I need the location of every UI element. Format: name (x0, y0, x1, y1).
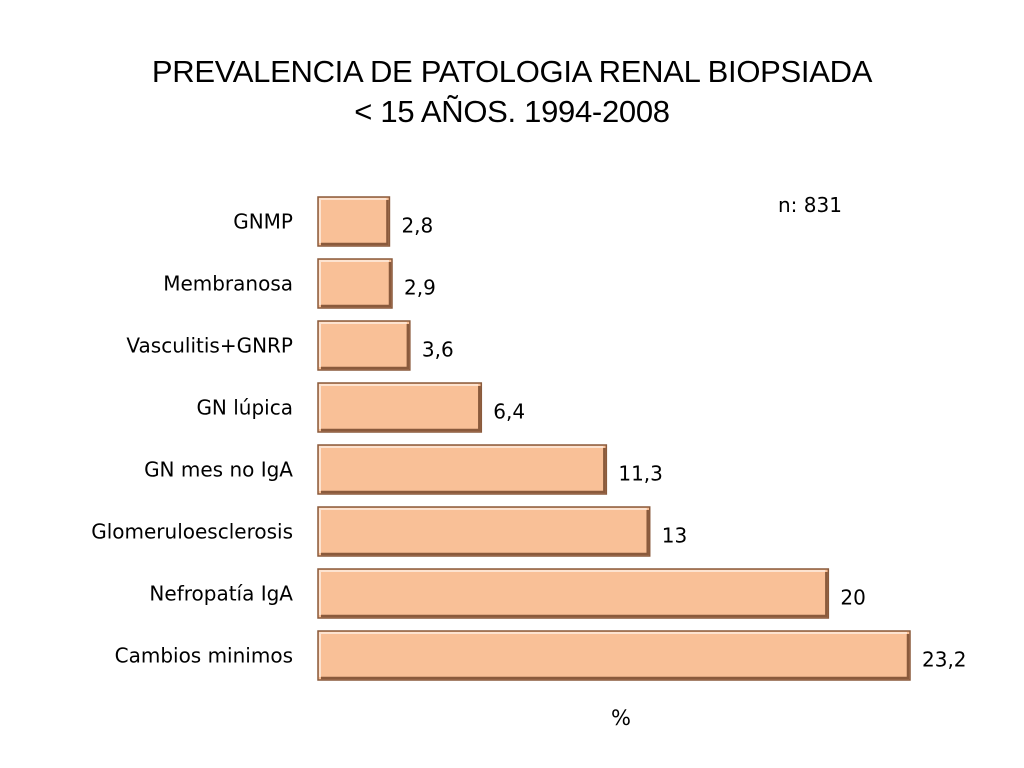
bar (317, 382, 483, 433)
bar (317, 258, 393, 309)
bar-shadow (321, 324, 410, 370)
bar-highlight (319, 508, 647, 553)
value-labels: 2,8 2,9 3,6 6,4 11,3 13 20 23,2 (401, 214, 966, 672)
category-label: Glomeruloesclerosis (91, 520, 293, 544)
chart-title-line-1: PREVALENCIA DE PATOLOGIA RENAL BIOPSIADA (151, 54, 873, 89)
bar-shadow (321, 262, 392, 308)
bar-rect (317, 382, 483, 433)
bar-rect (317, 444, 608, 495)
chart-title: PREVALENCIA DE PATOLOGIA RENAL BIOPSIADA… (0, 52, 1024, 132)
chart-title-line-2: < 15 AÑOS. 1994-2008 (354, 94, 670, 129)
bar (317, 444, 608, 495)
category-label: GNMP (233, 210, 293, 234)
value-label: 2,8 (401, 214, 433, 238)
value-label: 6,4 (493, 400, 525, 424)
bar-highlight (319, 632, 907, 677)
bar-shadow (321, 448, 606, 494)
bar-highlight (319, 384, 479, 429)
bar-highlight (319, 446, 604, 491)
category-label: GN mes no IgA (144, 458, 293, 482)
bar (317, 568, 830, 619)
bar (317, 506, 651, 557)
category-label: Membranosa (163, 272, 293, 296)
value-label: 11,3 (618, 462, 663, 486)
category-label: Nefropatía IgA (149, 582, 293, 606)
bar-highlight (319, 260, 389, 305)
value-label: 23,2 (922, 648, 967, 672)
bar-rect (317, 506, 651, 557)
bar (317, 196, 391, 247)
bar-rect (317, 258, 393, 309)
bar-shadow (321, 386, 481, 432)
bar (317, 320, 411, 371)
bar-rect (317, 320, 411, 371)
bar-rect (317, 568, 830, 619)
bar-highlight (319, 570, 826, 615)
bar-shadow (321, 572, 828, 618)
value-label: 20 (840, 586, 865, 610)
value-label: 2,9 (404, 276, 436, 300)
category-label: Vasculitis+GNRP (126, 334, 293, 358)
sample-size-annotation: n: 831 (778, 193, 842, 217)
category-labels: GNMP Membranosa Vasculitis+GNRP GN lúpica GN… (91, 210, 293, 668)
bar (317, 630, 911, 681)
bar-group (317, 196, 911, 681)
value-label: 13 (662, 524, 687, 548)
bar-highlight (319, 322, 407, 367)
x-axis-label: % (611, 706, 631, 730)
bar-shadow (321, 634, 910, 680)
category-label: Cambios minimos (115, 644, 293, 668)
bar-rect (317, 630, 911, 681)
bar-shadow (321, 510, 649, 556)
bar-shadow (321, 200, 389, 246)
bar-rect (317, 196, 391, 247)
category-label: GN lúpica (196, 396, 293, 420)
value-label: 3,6 (422, 338, 454, 362)
bar-highlight (319, 198, 387, 243)
